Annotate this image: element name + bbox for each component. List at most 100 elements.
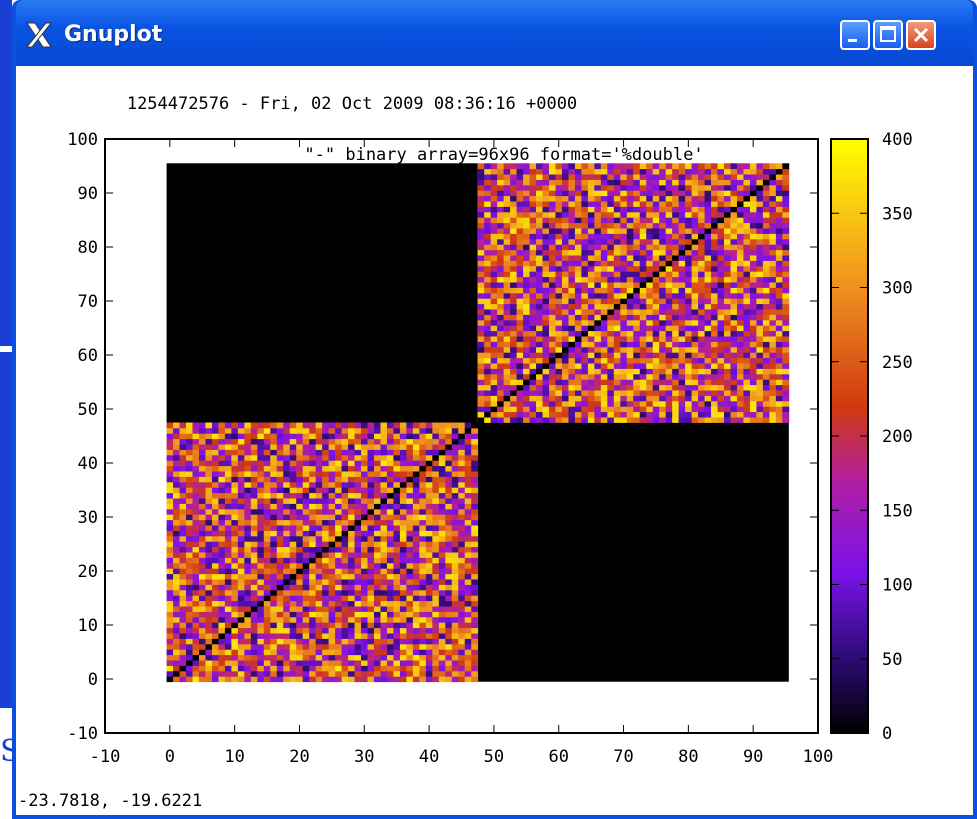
heatmap-cell <box>704 373 712 380</box>
heatmap-cell <box>607 222 615 229</box>
heatmap-cell <box>523 411 530 418</box>
heatmap-cell <box>283 606 291 612</box>
heatmap-cell <box>425 579 433 585</box>
heatmap-cell <box>412 546 420 553</box>
minimize-button[interactable] <box>840 20 870 50</box>
heatmap-cell <box>678 260 686 267</box>
heatmap-cell <box>756 265 764 272</box>
heatmap-cell <box>756 384 764 391</box>
heatmap-cell <box>432 562 440 569</box>
heatmap-cell <box>179 627 187 634</box>
heatmap-cell <box>555 249 563 256</box>
heatmap-cell <box>620 249 628 256</box>
heatmap-cell <box>516 309 524 315</box>
heatmap-cell <box>542 336 550 342</box>
heatmap-cell <box>639 341 647 348</box>
heatmap-cell <box>367 670 375 677</box>
heatmap-cell <box>782 271 790 278</box>
heatmap-cell <box>412 460 420 467</box>
heatmap-cell <box>198 449 206 456</box>
heatmap-cell <box>626 303 634 310</box>
y-tick-label: 50 <box>78 400 98 420</box>
heatmap-cell <box>309 519 317 526</box>
heatmap-cell <box>477 255 485 261</box>
heatmap-cell <box>211 573 219 580</box>
heatmap-cell <box>477 417 485 423</box>
heatmap-cell <box>691 330 699 337</box>
heatmap-cell <box>471 454 479 461</box>
heatmap-cell <box>341 600 349 607</box>
heatmap-cell <box>549 319 556 326</box>
plot-area[interactable]: 1254472576 - Fri, 02 Oct 2009 08:36:16 +… <box>16 66 973 815</box>
heatmap-cell <box>516 190 524 197</box>
heatmap-cell <box>302 541 310 548</box>
heatmap-cell <box>445 503 453 510</box>
heatmap-cell <box>289 568 297 575</box>
heatmap-cell <box>529 346 537 353</box>
heatmap-cell <box>542 222 550 229</box>
heatmap-cell <box>594 233 602 240</box>
close-button[interactable] <box>906 20 936 50</box>
titlebar[interactable]: Gnuplot <box>16 0 973 66</box>
heatmap-cell <box>341 514 349 521</box>
heatmap-cell <box>393 433 401 440</box>
heatmap-cell <box>607 206 615 213</box>
heatmap-cell <box>503 206 511 213</box>
heatmap-cell <box>328 530 336 537</box>
heatmap-cell <box>361 530 368 537</box>
heatmap-cell <box>490 406 498 413</box>
heatmap-cell <box>529 233 537 240</box>
heatmap-cell <box>432 465 440 472</box>
heatmap-cell <box>633 255 641 261</box>
heatmap-cell <box>749 292 757 299</box>
heatmap-cell <box>626 363 634 369</box>
heatmap-cell <box>218 600 226 607</box>
heatmap-cell <box>743 325 751 332</box>
heatmap-cell <box>270 552 278 558</box>
heatmap-cell <box>490 395 498 402</box>
heatmap-cell <box>399 627 407 634</box>
heatmap-cell <box>587 373 595 380</box>
maximize-button[interactable] <box>873 20 903 50</box>
heatmap-cell <box>244 465 252 472</box>
heatmap-cell <box>633 417 641 423</box>
heatmap-cell <box>568 411 576 418</box>
heatmap-cell <box>361 654 368 661</box>
heatmap-cell <box>211 503 219 510</box>
heatmap-cell <box>659 287 667 294</box>
heatmap-cell <box>198 476 206 483</box>
heatmap-cell <box>724 373 731 380</box>
heatmap-cell <box>672 282 680 288</box>
heatmap-cell <box>704 330 712 337</box>
heatmap-cell <box>354 454 362 461</box>
heatmap-cell <box>348 638 355 645</box>
heatmap-cell <box>756 222 764 229</box>
heatmap-cell <box>497 179 505 186</box>
heatmap-cell <box>555 195 563 202</box>
heatmap-cell <box>587 174 595 180</box>
heatmap-cell <box>283 519 291 526</box>
heatmap-chart[interactable]: 1254472576 - Fri, 02 Oct 2009 08:36:16 +… <box>16 66 973 786</box>
heatmap-cell <box>510 292 517 299</box>
heatmap-cell <box>646 184 654 191</box>
heatmap-cell <box>711 222 718 229</box>
heatmap-cell <box>775 417 783 423</box>
heatmap-cell <box>192 670 200 677</box>
heatmap-cell <box>529 179 537 186</box>
heatmap-cell <box>335 535 342 542</box>
heatmap-cell <box>373 503 381 510</box>
heatmap-cell <box>237 438 245 445</box>
heatmap-cell <box>549 352 556 359</box>
heatmap-cell <box>574 190 582 197</box>
heatmap-cell <box>328 487 336 494</box>
heatmap-cell <box>730 179 738 186</box>
heatmap-cell <box>166 525 174 531</box>
heatmap-cell <box>296 460 304 467</box>
heatmap-cell <box>711 303 718 310</box>
heatmap-cell <box>724 298 731 305</box>
heatmap-cell <box>484 260 492 267</box>
heatmap-cell <box>412 670 420 677</box>
heatmap-cell <box>782 352 790 359</box>
heatmap-cell <box>412 579 420 585</box>
heatmap-cell <box>218 541 226 548</box>
